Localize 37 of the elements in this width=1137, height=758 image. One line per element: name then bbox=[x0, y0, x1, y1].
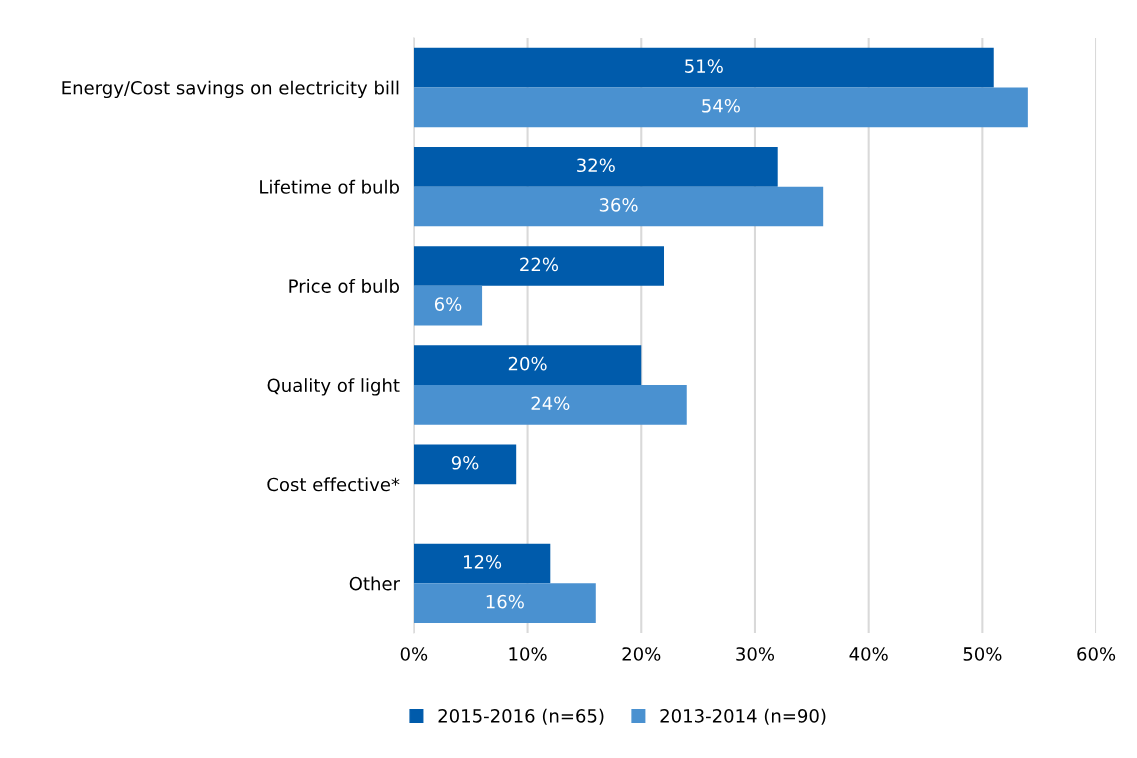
y-tick-label: Price of bulb bbox=[289, 278, 399, 293]
x-tick-label: 0% bbox=[400, 647, 428, 661]
y-tick-label: Other bbox=[349, 576, 400, 591]
bar bbox=[413, 345, 642, 385]
legend-label: 2013-2014 (n=90) bbox=[660, 708, 826, 725]
bar bbox=[413, 285, 483, 326]
bar bbox=[413, 246, 665, 286]
bar bbox=[413, 186, 824, 227]
y-tick-label: Cost effective* bbox=[267, 477, 400, 492]
data-label: 32% bbox=[577, 158, 615, 173]
data-label: 16% bbox=[486, 594, 524, 609]
x-tick-label: 60% bbox=[1077, 647, 1116, 661]
data-label: 6% bbox=[434, 297, 462, 311]
data-label: 51% bbox=[685, 59, 723, 73]
data-label: 54% bbox=[702, 98, 740, 113]
bar bbox=[413, 47, 994, 88]
bar bbox=[413, 146, 778, 187]
data-label: 24% bbox=[531, 396, 570, 411]
y-tick-label: Quality of light bbox=[267, 378, 400, 396]
x-tick-label: 50% bbox=[963, 647, 1002, 661]
data-label: 12% bbox=[464, 555, 502, 569]
data-label: 9% bbox=[451, 455, 479, 470]
x-tick-label: 30% bbox=[736, 647, 775, 661]
x-tick-label: 10% bbox=[509, 647, 547, 661]
x-tick-label: 20% bbox=[622, 647, 661, 661]
legend-label: 2015-2016 (n=65) bbox=[438, 708, 604, 725]
data-label: 36% bbox=[599, 198, 638, 212]
data-label: 22% bbox=[520, 257, 559, 272]
bar bbox=[413, 543, 551, 584]
x-tick-label: 40% bbox=[849, 647, 888, 661]
y-tick-label: Lifetime of bulb bbox=[260, 179, 399, 194]
y-tick-label: Energy/Cost savings on electricity bill bbox=[62, 80, 399, 99]
bar bbox=[413, 87, 1028, 128]
data-label: 20% bbox=[508, 356, 547, 371]
bar bbox=[413, 444, 517, 485]
bar bbox=[413, 583, 596, 624]
bar bbox=[413, 385, 687, 425]
